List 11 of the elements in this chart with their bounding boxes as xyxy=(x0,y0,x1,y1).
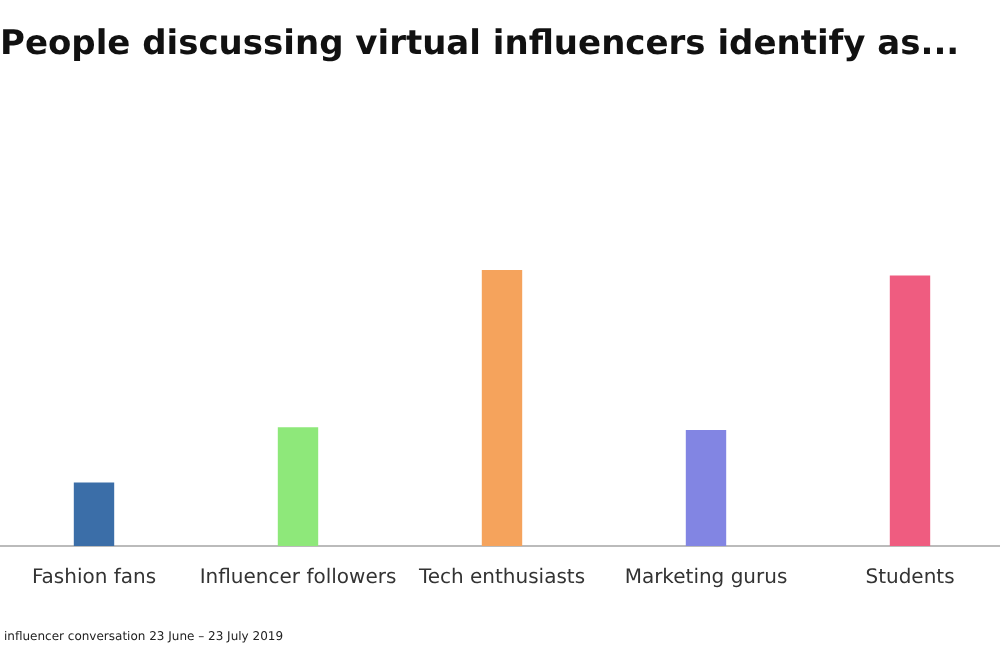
x-tick-label: Influencer followers xyxy=(199,567,397,590)
bar xyxy=(73,482,115,546)
x-tick-label: Marketing gurus xyxy=(624,567,788,590)
x-tick-label: Fashion fans xyxy=(31,567,157,590)
x-tick-label: Students xyxy=(865,567,955,590)
x-tick-label: Tech enthusiasts xyxy=(416,567,586,590)
bar xyxy=(277,427,319,546)
bar xyxy=(481,270,523,546)
bar xyxy=(685,430,727,546)
bar xyxy=(889,275,931,546)
chart-title: People discussing virtual influencers identify as... xyxy=(0,24,960,64)
